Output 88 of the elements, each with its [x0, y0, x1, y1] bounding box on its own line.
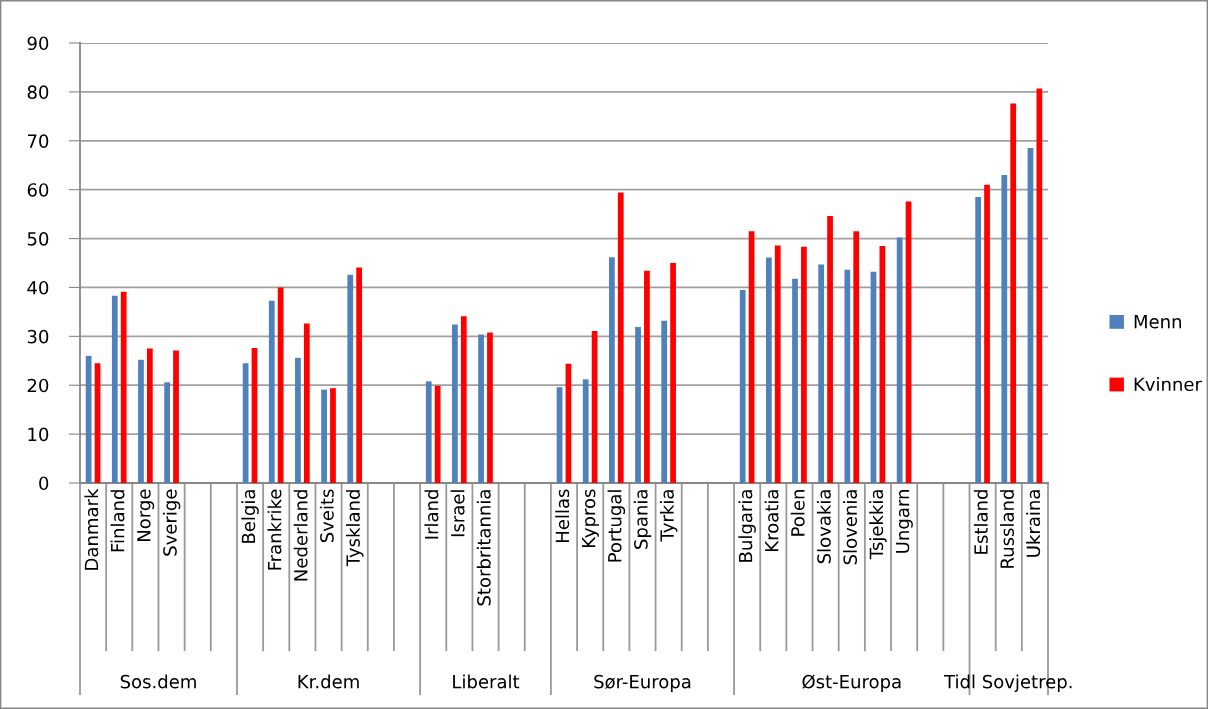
x-tick-label: Tsjekkia	[869, 490, 887, 560]
bar	[984, 184, 990, 483]
bar	[164, 382, 170, 483]
text: Kr.dem	[298, 674, 359, 689]
y-tick-label: 70	[27, 134, 49, 148]
bar	[487, 332, 493, 483]
bar	[277, 287, 284, 483]
bar	[1010, 103, 1017, 483]
bar	[120, 291, 127, 483]
bar	[853, 231, 860, 483]
bar	[268, 300, 275, 483]
bar	[670, 263, 676, 483]
bar	[644, 270, 650, 483]
bar	[818, 264, 825, 483]
x-tick-label: Finland	[110, 490, 125, 552]
bar	[661, 320, 668, 483]
text: Sør-Europa	[594, 674, 691, 692]
bar	[844, 269, 851, 483]
x-tick-label: Bulgaria	[738, 490, 756, 562]
bar	[85, 355, 92, 483]
x-tick-label: Irland	[424, 490, 439, 539]
x-tick-label: Israel	[450, 490, 465, 537]
y-tick-label: 40	[27, 280, 49, 295]
legend-label: Menn	[1134, 315, 1181, 329]
y-tick-label: 90	[27, 36, 49, 51]
bar	[452, 324, 458, 483]
x-tick-label: Tyskland	[345, 490, 364, 567]
x-tick-label: Polen	[790, 490, 805, 536]
bar	[827, 216, 833, 483]
x-tick-label: Nederland	[293, 490, 308, 581]
legend-label: Kvinner	[1134, 377, 1202, 392]
bar	[478, 334, 484, 483]
bar	[801, 246, 807, 483]
x-tick-label: Danmark	[84, 488, 99, 570]
bar	[739, 289, 746, 483]
x-tick-label: Storbritannia	[476, 490, 491, 606]
y-tick-label: 10	[28, 427, 49, 442]
y-tick-label: 50	[27, 232, 49, 246]
bar	[617, 192, 624, 483]
x-tick-label: Kroatia	[764, 490, 779, 551]
bar	[609, 257, 615, 483]
x-tick-label: Frankrike	[267, 489, 282, 570]
y-tick-label: 60	[27, 183, 49, 197]
text: Øst-Europa	[802, 674, 901, 692]
bar	[1001, 175, 1008, 483]
x-tick-label: Kypros	[581, 489, 599, 547]
y-tick-label: 30	[27, 329, 49, 344]
bar	[321, 389, 327, 483]
x-tick-label: Norge	[137, 489, 155, 542]
x-tick-label: Russland	[1000, 490, 1014, 568]
bar	[635, 327, 641, 483]
bar	[975, 197, 982, 483]
x-tick-label: Sverige	[162, 489, 181, 556]
x-tick-label: Estland	[973, 490, 988, 554]
bar	[425, 381, 432, 483]
bar	[434, 385, 441, 483]
x-tick-label: Ungarn	[895, 490, 913, 553]
bar	[138, 359, 144, 483]
text: Tidl Sovjetrep.	[943, 674, 1072, 692]
x-tick-label: Tyrkia	[659, 490, 678, 542]
bar	[792, 278, 798, 483]
bar	[896, 237, 903, 483]
y-tick-label: 20	[27, 378, 49, 393]
bar	[1036, 88, 1043, 483]
bar	[460, 316, 467, 483]
x-tick-label: Spania	[633, 490, 652, 549]
bar	[774, 245, 781, 483]
text: Sos.dem	[120, 674, 196, 689]
x-tick-label: Sveits	[319, 489, 334, 543]
bar	[146, 348, 153, 483]
bar	[295, 357, 301, 483]
bar	[173, 350, 179, 483]
bar	[303, 323, 310, 483]
bar	[347, 274, 354, 483]
x-tick-label: Portugal	[607, 490, 626, 562]
text: Liberalt	[453, 674, 520, 689]
bar	[356, 267, 363, 483]
x-tick-label: Slovakia	[816, 490, 831, 564]
bar	[765, 257, 772, 483]
x-tick-label: Belgia	[241, 490, 259, 543]
bar	[111, 295, 118, 483]
x-tick-label: Ukraina	[1026, 490, 1041, 557]
x-tick-label: Slovenia	[843, 490, 858, 565]
x-tick-label: Hellas	[555, 489, 570, 542]
y-tick-label: 0	[39, 476, 49, 491]
y-tick-label: 80	[27, 85, 49, 100]
bar	[582, 379, 589, 483]
bar	[330, 388, 336, 483]
